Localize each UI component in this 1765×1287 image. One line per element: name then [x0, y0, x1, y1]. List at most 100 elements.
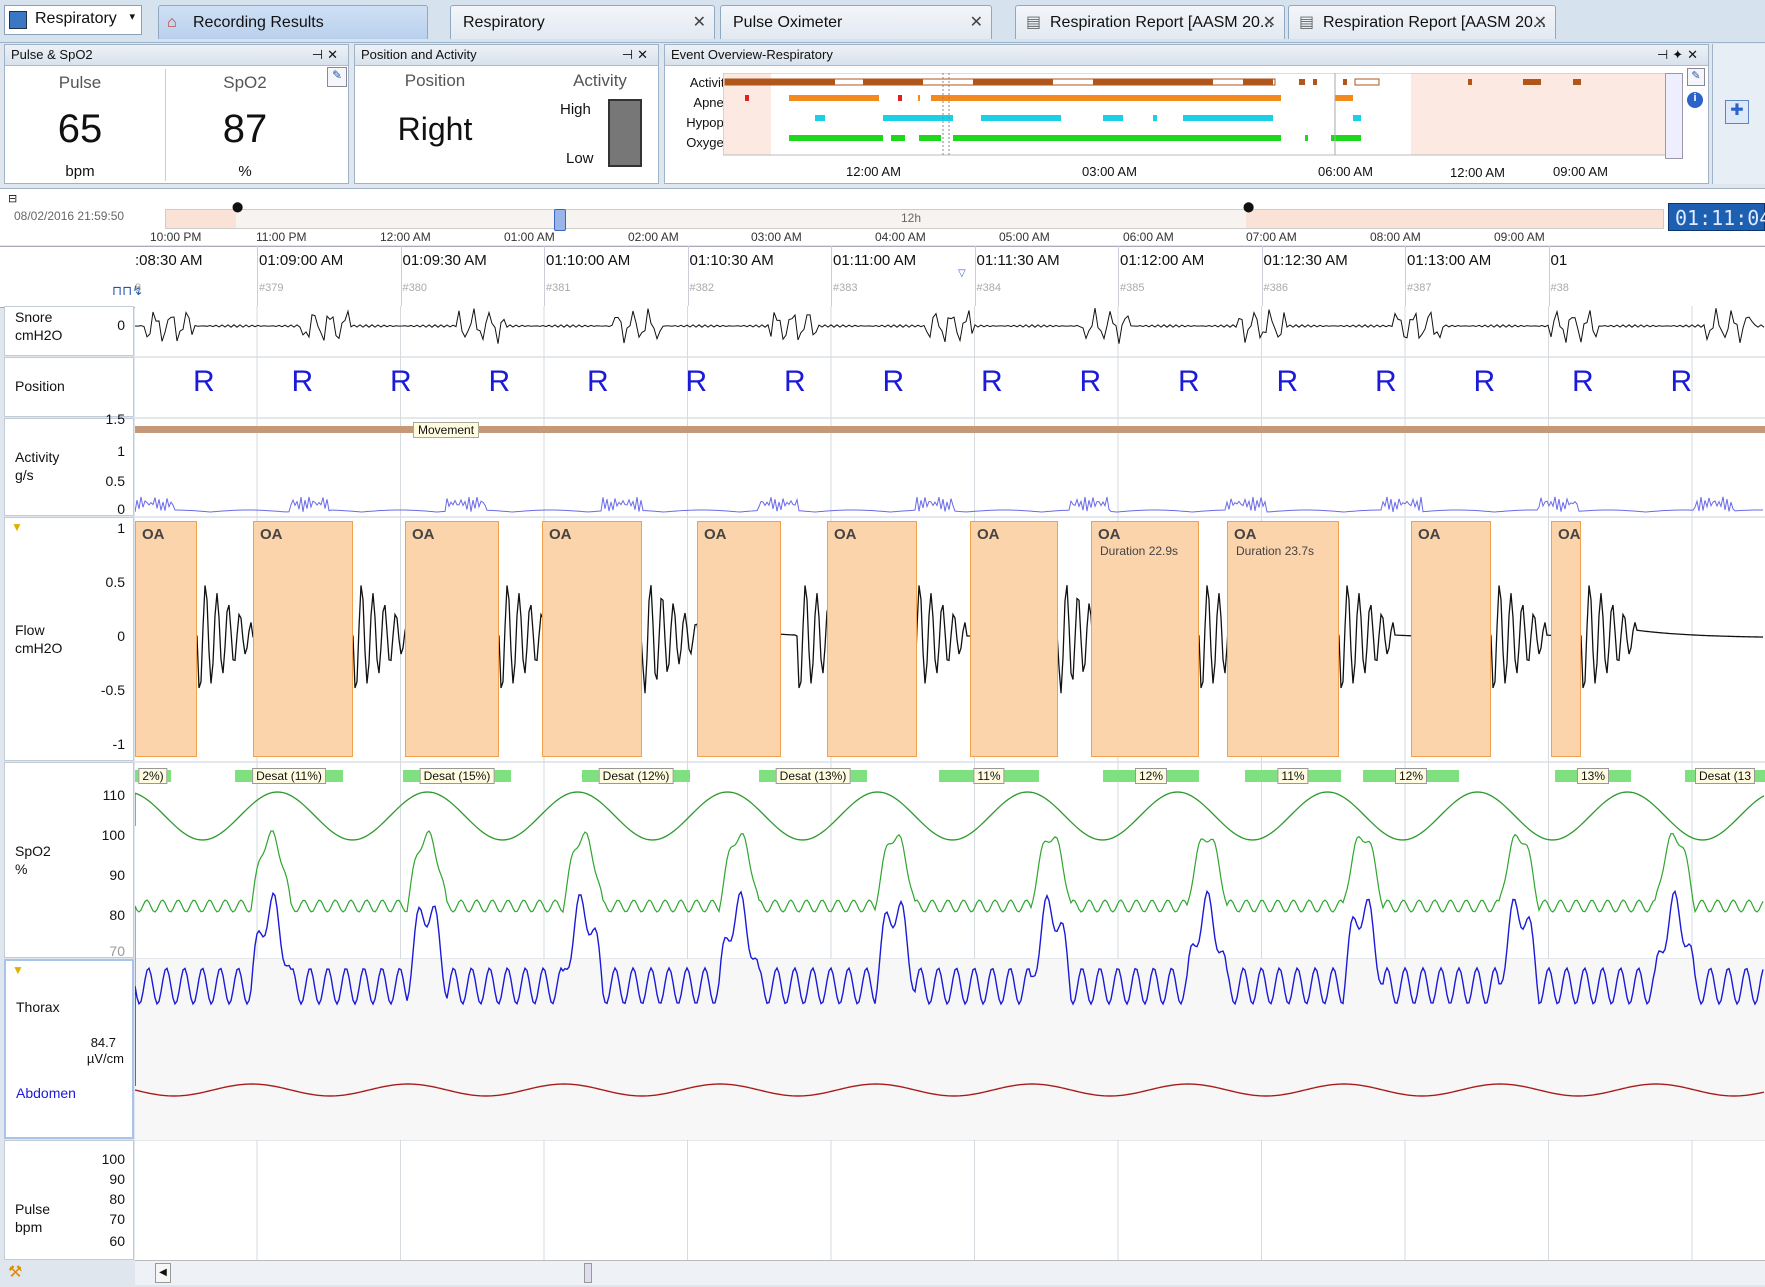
obstructive-apnea-event[interactable]: OA	[697, 521, 781, 757]
overview-row-label: Hypopn	[686, 115, 731, 130]
tab-respiration-report-1[interactable]: ▤ Respiration Report [AASM 20... ✕	[1015, 5, 1285, 39]
desaturation-event[interactable]: 11%	[1245, 768, 1341, 784]
event-label: OA	[142, 526, 165, 543]
tab-pulse-oximeter[interactable]: Pulse Oximeter ✕	[720, 5, 992, 39]
desaturation-event[interactable]: Desat (13%)	[759, 768, 867, 784]
obstructive-apnea-event[interactable]: OA	[135, 521, 197, 757]
overview-oxygen-track	[789, 135, 1361, 141]
obstructive-apnea-event[interactable]: OA	[970, 521, 1058, 757]
obstructive-apnea-event[interactable]: OA	[1551, 521, 1581, 757]
timeline-hour: 04:00 AM	[875, 230, 926, 244]
desaturation-label: 11%	[1277, 768, 1309, 784]
channel-unit: cmH2O	[15, 327, 63, 343]
timeline-hour: 11:00 PM	[256, 230, 307, 244]
desaturation-events: 2%) Desat (11%) Desat (15%) Desat (12%) Desa…	[135, 768, 1765, 788]
channel-label-snore[interactable]: Snore cmH2O 0	[4, 306, 134, 356]
channel-name-abdomen: Abdomen	[16, 1085, 76, 1101]
desaturation-event[interactable]: Desat (13	[1685, 768, 1765, 784]
timeline-center-label: 12h	[901, 211, 922, 225]
desaturation-event[interactable]: 13%	[1555, 768, 1631, 784]
desaturation-event[interactable]: 11%	[939, 768, 1039, 784]
pulse-trace	[135, 1083, 1765, 1097]
desaturation-event[interactable]: 2%)	[135, 768, 171, 784]
close-icon[interactable]: ✕	[1262, 14, 1276, 31]
channel-unit: %	[15, 861, 28, 877]
pulse-unit: bpm	[65, 163, 95, 180]
channel-name: Thorax	[16, 999, 60, 1015]
activity-label: Activity	[573, 71, 627, 90]
desaturation-event[interactable]: Desat (15%)	[403, 768, 511, 784]
filter-icon[interactable]: ▼	[11, 520, 23, 534]
position-mark: R	[587, 365, 609, 398]
channel-label-position[interactable]: Position	[4, 357, 134, 417]
obstructive-apnea-event[interactable]: OA Duration 23.7s	[1227, 521, 1339, 757]
timeline-hour: 10:00 PM	[150, 230, 202, 244]
cursor-marker-icon[interactable]: ▽	[958, 268, 966, 279]
tab-label: Pulse Oximeter	[733, 14, 843, 31]
horizontal-scrollbar[interactable]: ◀	[135, 1260, 1765, 1285]
lights-off-marker-icon[interactable]: ⬤	[232, 202, 244, 213]
time-axis-label: 01:10:00 AM	[546, 252, 631, 269]
signal-plot[interactable]	[135, 306, 1765, 1260]
thorax-background	[135, 959, 1765, 1140]
desaturation-event[interactable]: 12%	[1363, 768, 1459, 784]
timeline-navigator[interactable]: ⊟ 08/02/2016 21:59:50 12h ⬤ ⬤ 01:11:04	[0, 188, 1765, 245]
timeline-hour: 05:00 AM	[999, 230, 1050, 244]
channel-label-activity[interactable]: Activity g/s 1.5 1 0.5 0	[4, 411, 134, 517]
activity-trace	[135, 496, 1764, 513]
collapse-icon[interactable]: ⊟	[8, 193, 18, 205]
signal-plot-area[interactable]	[135, 306, 1765, 1260]
channel-label-thorax-abdomen[interactable]: ▼ Thorax 84.7 µV/cm Abdomen	[4, 959, 134, 1139]
desaturation-label: 2%)	[138, 768, 168, 784]
add-panel-icon[interactable]: ✚	[1725, 100, 1749, 124]
timeline-cursor-handle[interactable]	[554, 209, 566, 231]
obstructive-apnea-event[interactable]: OA	[405, 521, 499, 757]
tab-respiratory[interactable]: Respiratory ✕	[450, 5, 715, 39]
overview-chart[interactable]	[723, 73, 1683, 157]
epoch-number: #384	[976, 282, 1001, 294]
home-icon: ⌂	[167, 14, 177, 31]
edit-icon[interactable]: ✎	[1687, 68, 1705, 86]
obstructive-apnea-event[interactable]: OA	[253, 521, 353, 757]
overview-activity-track	[724, 78, 1581, 86]
tab-respiration-report-2[interactable]: ▤ Respiration Report [AASM 20... ✕	[1288, 5, 1556, 39]
obstructive-apnea-event[interactable]: OA	[1411, 521, 1491, 757]
info-icon[interactable]: i	[1687, 92, 1703, 108]
tab-recording-results[interactable]: ⌂ Recording Results	[158, 5, 428, 39]
panel-controls[interactable]: ⊣✕	[621, 47, 652, 62]
lights-on-marker-icon[interactable]: ⬤	[1243, 202, 1255, 213]
activity-level-bar	[608, 99, 642, 167]
timeline-hour: 02:00 AM	[628, 230, 679, 244]
channel-label-flow[interactable]: ▼ Flow cmH2O 1 0.5 0 -0.5 -1	[4, 517, 134, 761]
obstructive-apnea-event[interactable]: OA Duration 22.9s	[1091, 521, 1199, 757]
close-icon[interactable]: ✕	[692, 14, 706, 31]
scroll-left-icon[interactable]: ◀	[155, 1263, 171, 1283]
overview-scrollbar[interactable]	[1665, 73, 1683, 159]
panel-controls[interactable]: ⊣✕	[311, 47, 342, 62]
desaturation-event[interactable]: 12%	[1103, 768, 1199, 784]
panel-title: Event Overview-Respiratory	[671, 47, 833, 62]
obstructive-apnea-event[interactable]: OA	[542, 521, 642, 757]
layout-dropdown[interactable]: Respiratory ▾	[4, 5, 142, 35]
event-overview-panel: Event Overview-Respiratory ⊣✦✕ Activity …	[664, 44, 1709, 184]
activity-movement-bar	[135, 426, 1765, 433]
event-label: OA	[704, 526, 727, 543]
channel-label-spo2[interactable]: SpO2 % 110 100 90 80 70	[4, 762, 134, 959]
edit-icon[interactable]: ✎	[327, 67, 347, 87]
scroll-thumb[interactable]	[584, 1263, 592, 1283]
channel-unit: g/s	[15, 467, 34, 483]
movement-event-label[interactable]: Movement	[413, 422, 480, 438]
filter-icon[interactable]: ▼	[12, 963, 24, 977]
panel-controls[interactable]: ⊣✦✕	[1656, 47, 1702, 62]
close-icon[interactable]: ✕	[969, 14, 983, 31]
overview-row-labels: Activity Apnea Hypopn Oxygen	[673, 73, 731, 153]
signal-settings-icon[interactable]: ⊓⊓↯	[112, 283, 144, 298]
settings-icon[interactable]: ⚒	[8, 1264, 23, 1281]
timeline-track[interactable]: 12h ⬤ ⬤	[165, 202, 1664, 231]
desaturation-event[interactable]: Desat (12%)	[582, 768, 690, 784]
obstructive-apnea-event[interactable]: OA	[827, 521, 917, 757]
channel-label-pulse[interactable]: Pulse bpm 100 90 80 70 60	[4, 1140, 134, 1260]
close-icon[interactable]: ✕	[1533, 14, 1547, 31]
desaturation-event[interactable]: Desat (11%)	[235, 768, 343, 784]
axis-tick: 60	[109, 1233, 125, 1249]
